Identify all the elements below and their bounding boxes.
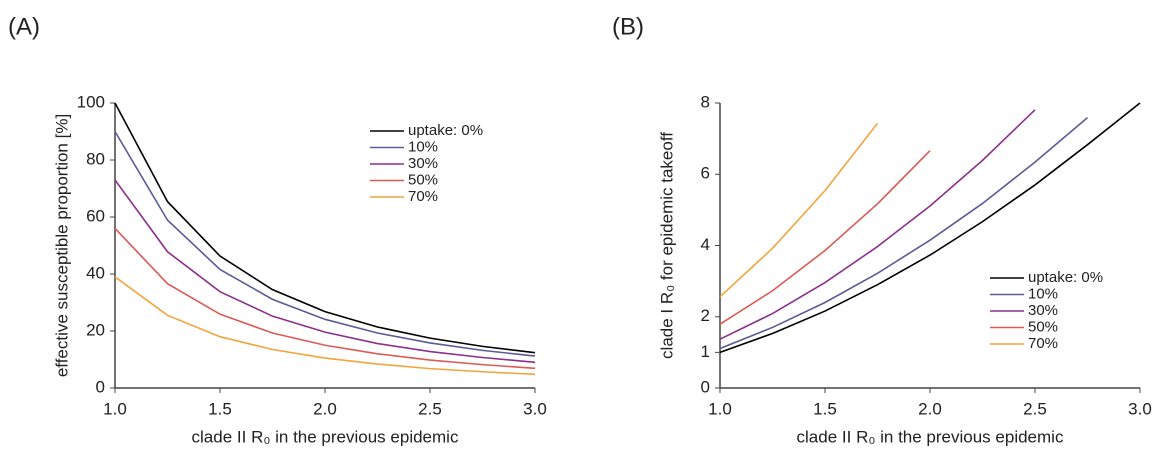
x-tick-label: 1.5 [208, 399, 232, 418]
y-axis-label: effective susceptible proportion [%] [52, 114, 71, 377]
y-tick-label: 4 [701, 235, 710, 254]
x-tick-label: 2.0 [313, 399, 337, 418]
series-line [719, 150, 931, 325]
y-tick-label: 20 [86, 320, 105, 339]
x-axis-label: clade II R₀ in the previous epidemic [192, 427, 459, 446]
y-tick-label: 60 [86, 206, 105, 225]
x-tick-label: 2.5 [418, 399, 442, 418]
series-line [719, 109, 1036, 340]
y-axis-label: clade I R₀ for epidemic takeoff [657, 132, 676, 359]
x-axis-label: clade II R₀ in the previous epidemic [797, 427, 1064, 446]
y-tick-label: 1 [701, 342, 710, 361]
series-line [719, 102, 1141, 354]
x-tick-label: 1.0 [103, 399, 127, 418]
y-tick-label: 100 [77, 92, 105, 111]
legend-label: 50% [408, 171, 438, 188]
series-line [114, 102, 536, 354]
x-tick-label: 2.5 [1023, 399, 1047, 418]
x-tick-label: 1.5 [813, 399, 837, 418]
legend-label: uptake: 0% [408, 122, 483, 139]
legend-label: 70% [408, 188, 438, 205]
x-tick-label: 3.0 [1128, 399, 1152, 418]
y-tick-label: 2 [701, 306, 710, 325]
legend-label: 10% [408, 138, 438, 155]
x-tick-label: 1.0 [708, 399, 732, 418]
legend-label: 50% [1028, 318, 1058, 335]
y-tick-label: 8 [701, 92, 710, 111]
y-tick-label: 40 [86, 263, 105, 282]
series-line [114, 227, 536, 370]
y-tick-label: 0 [96, 377, 105, 396]
legend-label: 10% [1028, 285, 1058, 302]
legend-label: 70% [1028, 335, 1058, 352]
series-line [114, 276, 536, 376]
series-line [719, 122, 879, 298]
legend-label: uptake: 0% [1028, 269, 1103, 286]
y-tick-label: 0 [701, 377, 710, 396]
series-line [114, 179, 536, 364]
x-tick-label: 3.0 [523, 399, 547, 418]
series-line [719, 116, 1089, 350]
y-tick-label: 6 [701, 164, 710, 183]
x-tick-label: 2.0 [918, 399, 942, 418]
legend-label: 30% [408, 155, 438, 172]
series-line [114, 131, 536, 357]
y-tick-label: 80 [86, 149, 105, 168]
legend-label: 30% [1028, 302, 1058, 319]
panel-label: (A) [8, 13, 40, 40]
panel-label: (B) [612, 13, 644, 40]
